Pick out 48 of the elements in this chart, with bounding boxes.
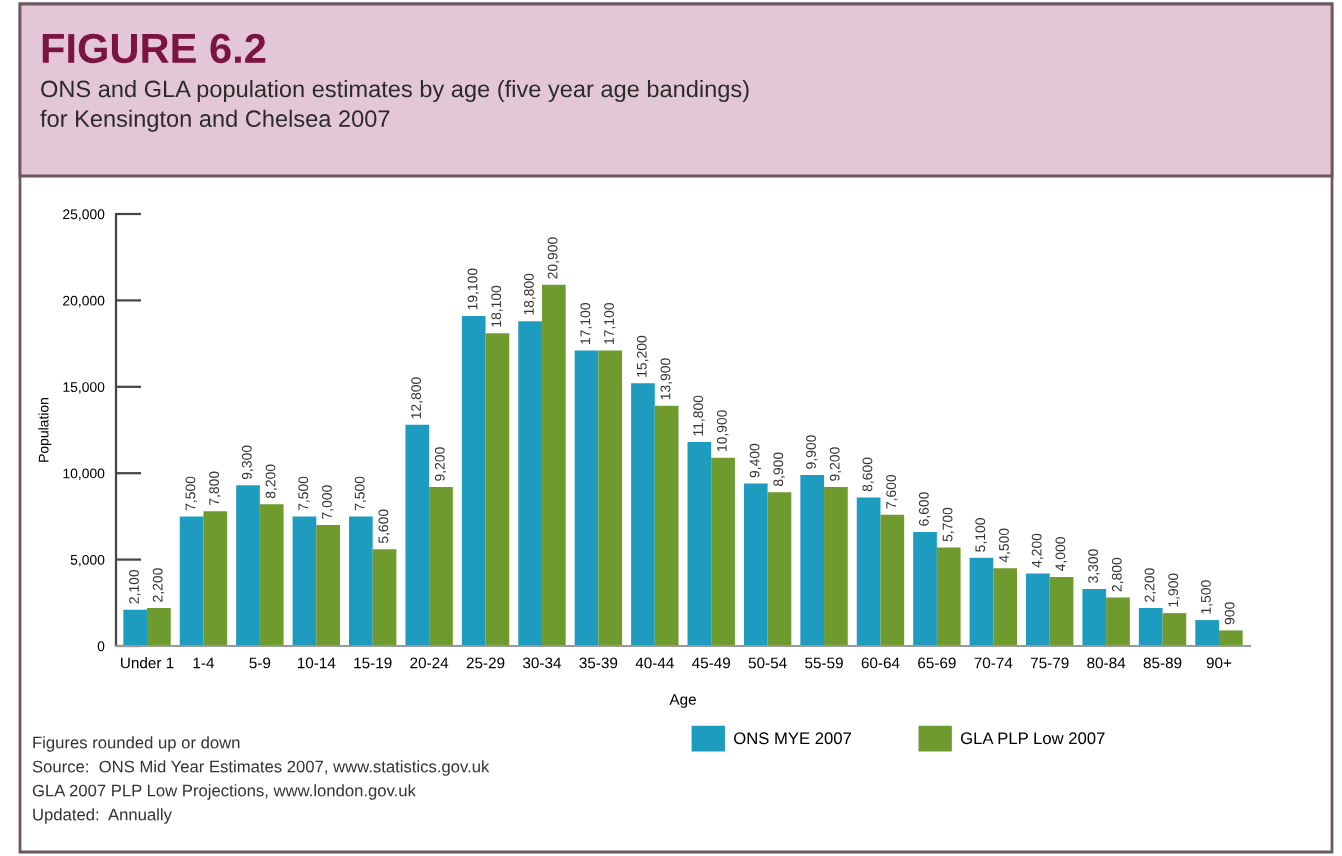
- legend-label: ONS MYE 2007: [734, 732, 851, 745]
- bar: [292, 516, 317, 646]
- bar: [1138, 607, 1163, 646]
- bar: [518, 321, 542, 646]
- bar: [856, 497, 881, 646]
- bar: [405, 424, 430, 646]
- bar: [1026, 573, 1050, 646]
- bar: [800, 474, 825, 646]
- bar: [1195, 620, 1219, 646]
- bar: [913, 531, 937, 646]
- bar: [541, 284, 566, 646]
- bar: [880, 514, 905, 646]
- text: Updated: Annually: [33, 808, 172, 824]
- bar: [654, 405, 679, 646]
- bar: [349, 516, 373, 646]
- bar: [1049, 576, 1074, 646]
- bar: [259, 504, 284, 646]
- bar: [1106, 597, 1130, 646]
- bar: [203, 511, 228, 646]
- chart-subtitle: ONS and GLA population estimates by age (five year age bandings) for Kensington and Chelsea 2007: [40, 80, 749, 132]
- bar: [147, 607, 171, 646]
- bar: [743, 483, 768, 646]
- bar: [993, 568, 1017, 646]
- bar: [631, 383, 655, 646]
- bar: [316, 525, 340, 646]
- bar: [969, 557, 994, 646]
- bar: [236, 485, 260, 646]
- bar: [429, 487, 453, 646]
- bar: [767, 492, 792, 646]
- bar: [711, 457, 735, 646]
- bar: [123, 609, 148, 646]
- bar: [574, 350, 599, 646]
- bar: [824, 487, 848, 646]
- bar: [461, 315, 486, 646]
- text: GLA 2007 PLP Low Projections, www.london.gov.uk: [32, 784, 416, 800]
- bar: [179, 516, 204, 646]
- bar: [598, 350, 623, 646]
- text: Figures rounded up or down: [33, 736, 240, 752]
- bar: [1218, 630, 1243, 646]
- bar: [485, 333, 510, 646]
- chart-title: FIGURE 6.2: [42, 33, 266, 64]
- legend-label: GLA PLP Low 2007: [960, 732, 1105, 745]
- bar: [1082, 588, 1107, 646]
- source-note: Source: ONS Mid Year Estimates 2007, www.statistics.gov.uk: [32, 760, 490, 776]
- bar: [372, 549, 397, 646]
- bar: [1162, 613, 1187, 646]
- bar: [936, 547, 961, 646]
- bar: [687, 442, 712, 646]
